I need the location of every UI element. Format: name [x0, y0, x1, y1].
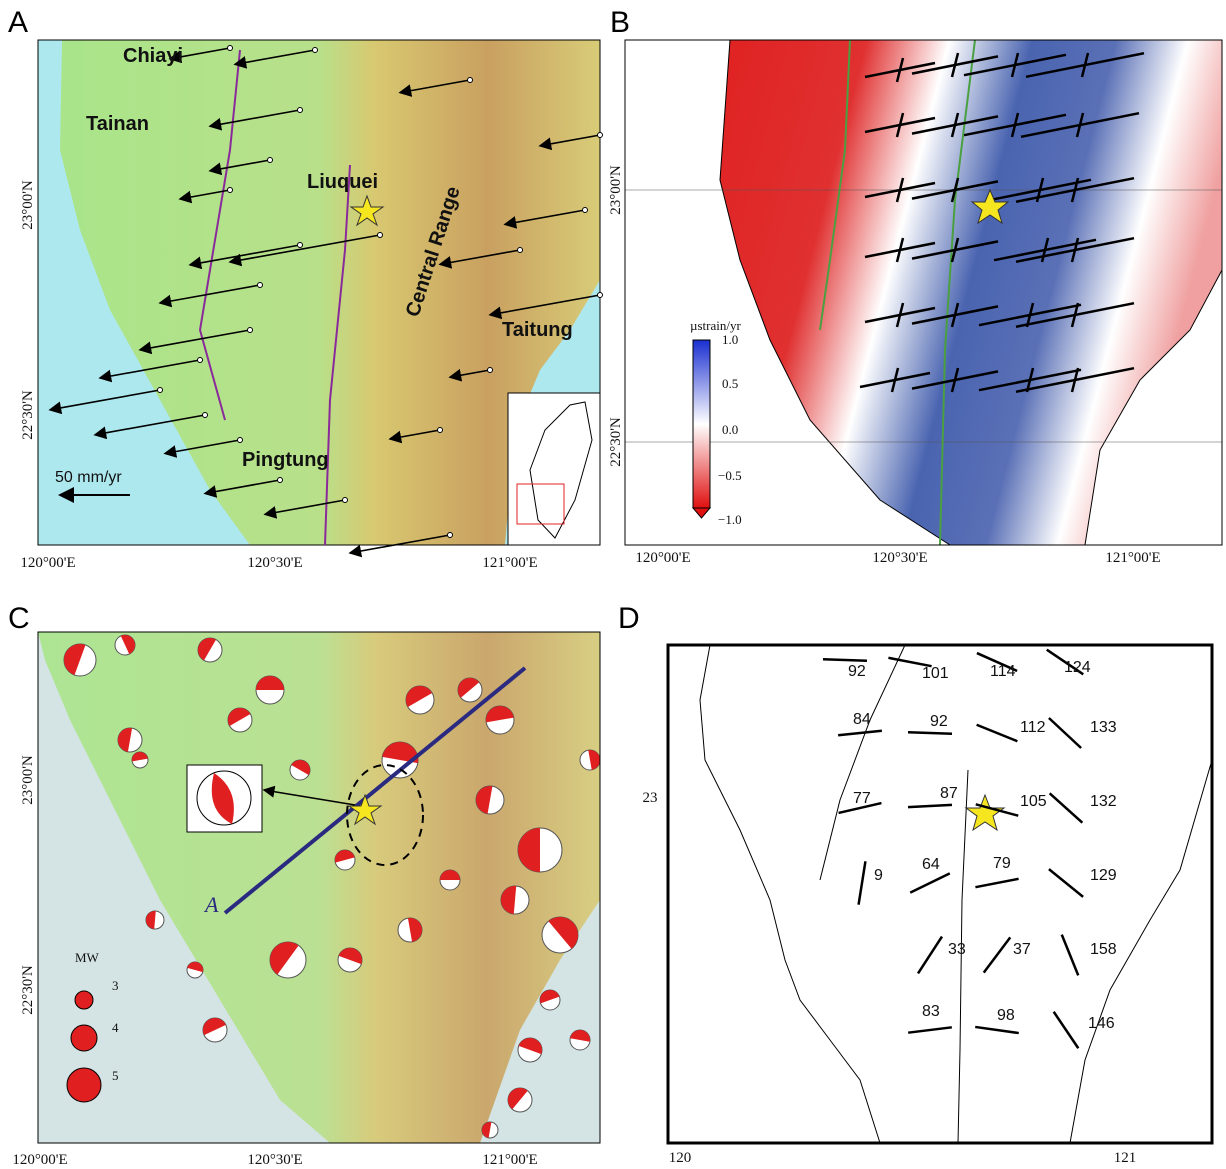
- figure: A Chiayi Tainan Liuquei Central Range Ta…: [0, 0, 1226, 1169]
- legend-ball: [67, 1068, 101, 1102]
- x-label: 120°30'E: [247, 1152, 302, 1168]
- x-label: 120°30'E: [247, 555, 302, 571]
- legend-title: MW: [75, 950, 100, 965]
- y-label: 23: [643, 790, 658, 806]
- gps-station: [468, 78, 473, 83]
- gps-station: [598, 293, 603, 298]
- gps-station: [298, 243, 303, 248]
- y-label: 23°00'N: [20, 755, 36, 805]
- legend-label: 5: [112, 1068, 119, 1083]
- place-name: Taitung: [502, 319, 573, 341]
- azimuth-label: 146: [1088, 1015, 1115, 1032]
- panel-label: A: [8, 6, 28, 39]
- gps-station: [238, 438, 243, 443]
- gps-station: [298, 108, 303, 113]
- y-label: 22°30'N: [20, 965, 36, 1015]
- panel-label: D: [618, 602, 640, 635]
- x-label: 121°00'E: [482, 555, 537, 571]
- x-label: 121°00'E: [1105, 550, 1160, 566]
- azimuth-label: 9: [874, 867, 883, 884]
- gps-station: [313, 48, 318, 53]
- gps-station: [228, 188, 233, 193]
- gps-station: [378, 233, 383, 238]
- x-label: 120: [669, 1150, 692, 1166]
- place-name: Liuquei: [307, 171, 378, 193]
- gps-station: [518, 248, 523, 253]
- azimuth-label: 77: [853, 790, 871, 807]
- gps-station: [228, 46, 233, 51]
- colorbar: [693, 340, 710, 508]
- panel-label: C: [8, 602, 30, 635]
- azimuth-label: 105: [1020, 793, 1047, 810]
- legend-label: 4: [112, 1020, 119, 1035]
- colorbar-label: −1.0: [718, 512, 742, 527]
- colorbar-title: µstrain/yr: [690, 318, 741, 333]
- panel-label: B: [610, 6, 630, 39]
- azimuth-label: 129: [1090, 867, 1117, 884]
- azimuth-label: 124: [1064, 659, 1091, 676]
- legend-ball: [71, 1025, 97, 1051]
- colorbar-label: 0.0: [722, 422, 738, 437]
- azimuth-label: 64: [922, 856, 940, 873]
- place-name: Tainan: [86, 113, 149, 135]
- colorbar-label: −0.5: [718, 468, 742, 483]
- azimuth-label: 101: [922, 665, 949, 682]
- azimuth-label: 132: [1090, 793, 1117, 810]
- inset: [508, 393, 600, 545]
- gps-station: [258, 283, 263, 288]
- gps-station: [488, 368, 493, 373]
- place-name: Chiayi: [123, 45, 183, 67]
- x-label: 121°00'E: [482, 1152, 537, 1168]
- x-label: 120°00'E: [635, 550, 690, 566]
- gps-station: [158, 388, 163, 393]
- azimuth-label: 33: [948, 941, 966, 958]
- colorbar-label: 1.0: [722, 332, 738, 347]
- scale-label: 50 mm/yr: [55, 469, 122, 486]
- place-name: Pingtung: [242, 449, 329, 471]
- azimuth-label: 87: [940, 785, 958, 802]
- gps-station: [198, 358, 203, 363]
- x-label: 120°30'E: [872, 550, 927, 566]
- legend-ball: [75, 991, 93, 1009]
- gps-station: [248, 328, 253, 333]
- gps-station: [268, 158, 273, 163]
- gps-station: [343, 498, 348, 503]
- azimuth-label: 79: [993, 855, 1011, 872]
- page: A Chiayi Tainan Liuquei Central Range Ta…: [0, 0, 1226, 1169]
- colorbar-label: 0.5: [722, 376, 738, 391]
- azimuth-label: 158: [1090, 941, 1117, 958]
- x-label: 121: [1114, 1150, 1137, 1166]
- panel-b: µstrain/yr 1.0 0.5 0.0 −0.5 −1.0 B 120°0…: [608, 6, 1222, 566]
- azimuth-label: 83: [922, 1003, 940, 1020]
- y-label: 22°30'N: [608, 417, 624, 467]
- azimuth-label: 98: [997, 1007, 1015, 1024]
- azimuth-label: 37: [1013, 941, 1031, 958]
- profile-label: A: [203, 892, 219, 917]
- gps-station: [438, 428, 443, 433]
- azimuth-label: 114: [990, 663, 1016, 680]
- azimuth-bar: [823, 659, 867, 661]
- y-label: 22°30'N: [20, 390, 36, 440]
- gps-station: [448, 533, 453, 538]
- gps-station: [598, 133, 603, 138]
- gps-station: [203, 413, 208, 418]
- azimuth-label: 92: [848, 663, 866, 680]
- panel-a: A Chiayi Tainan Liuquei Central Range Ta…: [8, 6, 603, 571]
- panel-c: A MW 3 4 5 C 120°00'E 120°30'E 121°00'E …: [8, 602, 602, 1168]
- gps-station: [278, 478, 283, 483]
- y-label: 23°00'N: [608, 165, 624, 215]
- y-label: 23°00'N: [20, 180, 36, 230]
- azimuth-bar: [908, 732, 952, 734]
- x-label: 120°00'E: [12, 1152, 67, 1168]
- azimuth-label: 112: [1020, 719, 1046, 736]
- azimuth-label: 133: [1090, 719, 1117, 736]
- panel-d: 92 101 114 124 84 92 112 133 77 87 105 132 9 64 79 129 3…: [618, 602, 1212, 1166]
- azimuth-label: 92: [930, 713, 948, 730]
- legend-label: 3: [112, 978, 119, 993]
- x-label: 120°00'E: [20, 555, 75, 571]
- azimuth-label: 84: [853, 711, 871, 728]
- gps-station: [583, 208, 588, 213]
